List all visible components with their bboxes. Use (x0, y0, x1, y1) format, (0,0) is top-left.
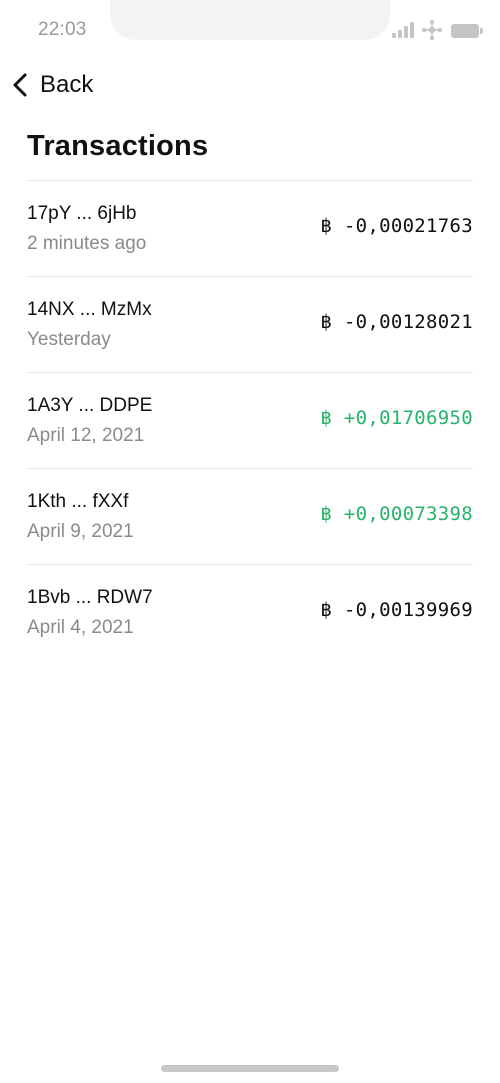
transaction-amount: ฿ -0,00128021 (320, 311, 473, 333)
transaction-amount: ฿ +0,00073398 (320, 503, 473, 525)
transaction-address: 1Bvb ... RDW7 (27, 587, 153, 608)
transaction-date: April 4, 2021 (27, 617, 134, 638)
signal-icon (392, 22, 416, 38)
page-title: Transactions (27, 130, 209, 162)
status-bar: 22:03 (0, 0, 500, 60)
back-button[interactable]: Back (10, 66, 93, 104)
transaction-address: 17pY ... 6jHb (27, 203, 137, 224)
chevron-left-icon (13, 73, 27, 97)
back-label: Back (40, 71, 94, 98)
transaction-row[interactable]: 17pY ... 6jHb 2 minutes ago ฿ -0,00021763 (27, 180, 473, 276)
transaction-address: 1A3Y ... DDPE (27, 395, 153, 416)
transaction-amount: ฿ +0,01706950 (320, 407, 473, 429)
transaction-date: Yesterday (27, 329, 111, 350)
transaction-address: 1Kth ... fXXf (27, 491, 129, 512)
transaction-amount: ฿ -0,00139969 (320, 599, 473, 621)
transaction-date: April 9, 2021 (27, 521, 134, 542)
transaction-amount: ฿ -0,00021763 (320, 215, 473, 237)
transaction-date: 2 minutes ago (27, 233, 147, 254)
home-indicator[interactable] (161, 1065, 339, 1072)
transaction-row[interactable]: 14NX ... MzMx Yesterday ฿ -0,00128021 (27, 276, 473, 372)
transactions-list: 17pY ... 6jHb 2 minutes ago ฿ -0,00021763 1… (27, 180, 473, 660)
transaction-row[interactable]: 1Kth ... fXXf April 9, 2021 ฿ +0,00073398 (27, 468, 473, 564)
transaction-address: 14NX ... MzMx (27, 299, 152, 320)
notch (110, 0, 390, 40)
battery-icon (451, 24, 483, 38)
transaction-row[interactable]: 1A3Y ... DDPE April 12, 2021 ฿ +0,01706950 (27, 372, 473, 468)
transaction-date: April 12, 2021 (27, 425, 145, 446)
status-time: 22:03 (38, 19, 87, 40)
wifi-icon (421, 19, 443, 41)
transaction-row[interactable]: 1Bvb ... RDW7 April 4, 2021 ฿ -0,00139969 (27, 564, 473, 660)
